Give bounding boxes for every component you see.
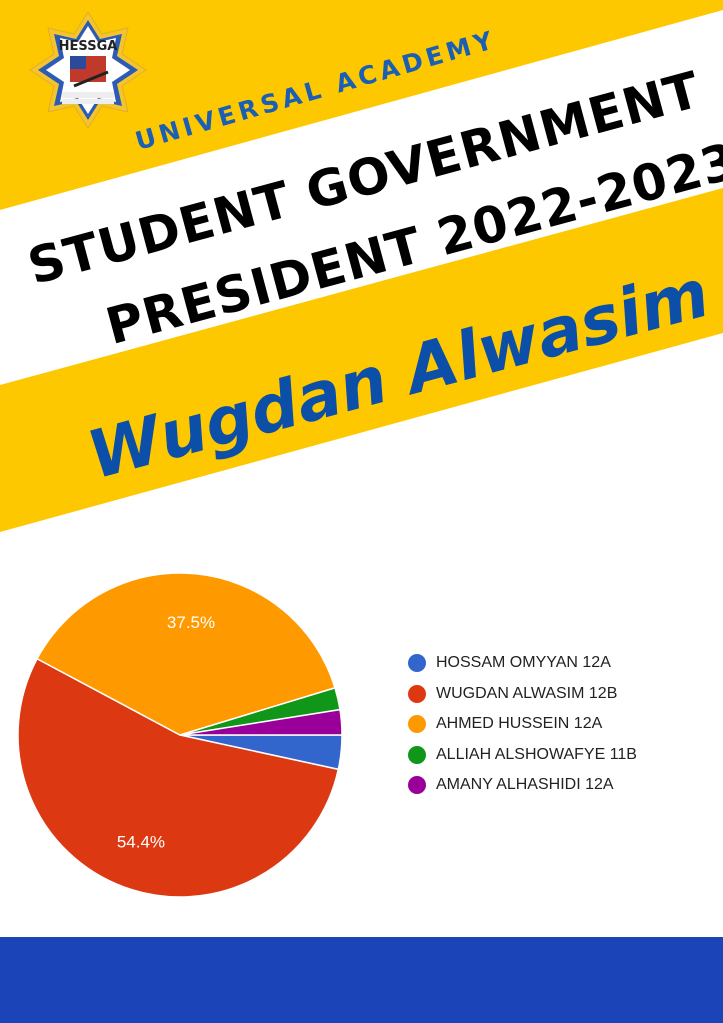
legend-label: ALLIAH ALSHOWAFYE 11B [436, 745, 637, 763]
slice-data-label: 37.5% [167, 613, 215, 632]
slice-data-label: 54.4% [117, 832, 165, 851]
legend-item: ALLIAH ALSHOWAFYE 11B [408, 740, 637, 771]
legend-item: AMANY ALHASHIDI 12A [408, 770, 637, 801]
legend-label: AHMED HUSSEIN 12A [436, 715, 603, 733]
hessga-logo: HESSGA [29, 11, 147, 129]
legend-item: AHMED HUSSEIN 12A [408, 709, 637, 740]
legend-label: AMANY ALHASHIDI 12A [436, 776, 614, 794]
legend-swatch [408, 654, 426, 673]
pie-slice [17, 657, 340, 898]
footer-bar [0, 937, 723, 1023]
legend-item: HOSSAM OMYYAN 12A [408, 648, 637, 679]
chart-legend: HOSSAM OMYYAN 12A WUGDAN ALWASIM 12B AHM… [408, 648, 637, 801]
pie-slice [36, 572, 336, 736]
yellow-name-band [0, 188, 723, 532]
legend-swatch [408, 715, 426, 734]
yellow-top-band [0, 0, 723, 210]
legend-swatch [408, 684, 426, 703]
legend-swatch [408, 745, 426, 764]
legend-label: WUGDAN ALWASIM 12B [436, 684, 618, 702]
pie-slice [179, 708, 343, 736]
legend-item: WUGDAN ALWASIM 12B [408, 679, 637, 710]
logo-text: HESSGA [59, 39, 118, 54]
legend-label: HOSSAM OMYYAN 12A [436, 654, 611, 672]
pie-chart: 54.4% 37.5% [17, 572, 343, 898]
legend-swatch [408, 776, 426, 795]
